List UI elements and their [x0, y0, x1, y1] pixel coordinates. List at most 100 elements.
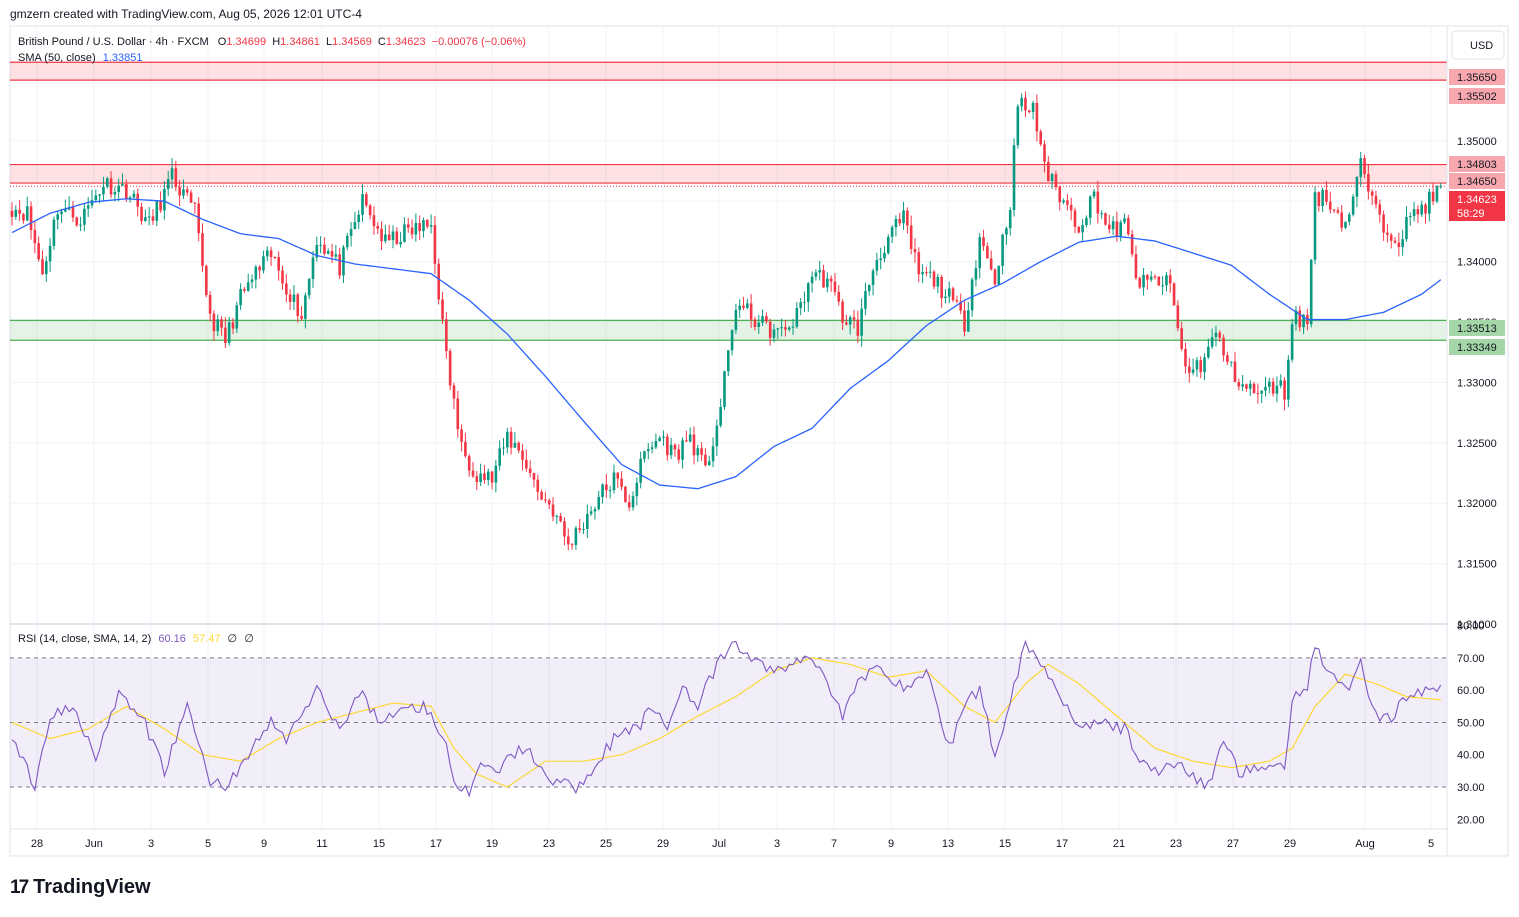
candle-body: [1264, 386, 1267, 391]
brand-name: TradingView: [33, 876, 151, 898]
candle-body: [1066, 200, 1069, 205]
time-tick-label: 19: [486, 838, 498, 850]
price-tick-label: 1.34000: [1457, 257, 1497, 269]
candle-body: [742, 305, 745, 308]
candle-body: [1115, 221, 1119, 236]
time-tick-label: 5: [1428, 838, 1434, 850]
price-label-last-bg: [1449, 191, 1505, 207]
candle-body: [1226, 355, 1229, 362]
candle-body: [1408, 215, 1412, 217]
candle-body: [448, 351, 452, 386]
candle-body: [1229, 361, 1233, 363]
candle-body: [231, 322, 235, 329]
candle-body: [506, 431, 509, 448]
time-axis[interactable]: 28 Jun 3 5 9 11 15 17 19 23 25 29 Jul 3 7 9 13 15 17 21 23 27…: [31, 838, 1434, 850]
candle-body: [498, 448, 501, 466]
candle-body: [1401, 239, 1404, 247]
candle-body: [814, 272, 818, 277]
candle-body: [18, 209, 21, 214]
rsi-legend[interactable]: RSI (14, close, SMA, 14, 2) 60.16 57.47 …: [18, 632, 254, 645]
candle-body: [132, 193, 136, 198]
rsi-band-background: [10, 657, 1447, 788]
candle-body: [879, 258, 882, 261]
close-value: 1.34623: [385, 36, 426, 48]
candle-body: [765, 316, 768, 322]
candle-body: [1054, 174, 1058, 187]
candle-body: [1050, 174, 1054, 182]
candle-body: [1142, 274, 1145, 288]
candle-body: [776, 328, 780, 330]
candle-body: [944, 296, 947, 299]
candle-body: [83, 208, 86, 225]
candle-body: [429, 225, 433, 227]
candle-body: [25, 206, 29, 221]
candle-body: [1043, 144, 1046, 162]
rsi-tick-label: 60.00: [1457, 685, 1485, 697]
candle-body: [620, 478, 623, 487]
time-tick-label: 15: [999, 838, 1011, 850]
price-tick-label: 1.31000: [1457, 619, 1497, 631]
price-label-countdown-bg: [1449, 205, 1505, 221]
rsi-band-fill: [10, 657, 1447, 788]
candle-body: [902, 210, 905, 224]
candle-body: [715, 425, 719, 447]
candle-body: [784, 327, 787, 330]
time-tick-label: 5: [205, 838, 211, 850]
candle-body: [464, 441, 467, 457]
candle-body: [989, 258, 993, 270]
candle-body: [1412, 209, 1416, 216]
candle-body: [570, 544, 574, 546]
candle-body: [1389, 234, 1393, 241]
candle-body: [1005, 228, 1008, 235]
candle-body: [338, 254, 341, 276]
candle-body: [509, 431, 513, 448]
candle-body: [456, 398, 460, 430]
candle-body: [818, 270, 822, 273]
candle-body: [799, 302, 802, 308]
candle-body: [437, 263, 441, 300]
candle-body: [1146, 274, 1149, 280]
candle-body: [1287, 359, 1290, 400]
rsi-line: [11, 639, 1442, 798]
candle-body: [265, 250, 269, 257]
candle-body: [1096, 191, 1100, 214]
candle-body: [1294, 310, 1298, 325]
candle-body: [940, 277, 943, 299]
currency-button[interactable]: USD: [1451, 30, 1505, 60]
candle-body: [235, 305, 239, 329]
candle-body: [780, 327, 783, 329]
candle-body: [372, 215, 376, 227]
candle-body: [1027, 110, 1031, 112]
candle-body: [422, 220, 425, 231]
candle-body: [44, 261, 48, 275]
price-zones: [10, 61, 1447, 341]
candle-body: [193, 202, 197, 204]
candle-body: [978, 237, 982, 269]
candle-body: [361, 194, 364, 215]
candle-body: [681, 440, 684, 460]
candle-body: [1359, 158, 1363, 177]
candle-body: [856, 319, 860, 336]
time-tick-label: 29: [1284, 838, 1296, 850]
tradingview-brand[interactable]: 17 TradingView: [10, 876, 151, 899]
candle-body: [646, 449, 650, 452]
sma-legend[interactable]: SMA (50, close) 1.33851: [18, 52, 142, 64]
candle-body: [525, 459, 528, 469]
price-label-support-bg: [1449, 339, 1505, 355]
candle-body: [841, 301, 844, 323]
candle-body: [787, 327, 791, 330]
candle-body: [833, 281, 837, 292]
rsi-axis[interactable]: 20.00 30.00 40.00 50.00 60.00 70.00 80.00: [1457, 621, 1485, 827]
candle-body: [441, 299, 444, 320]
symbol-legend[interactable]: British Pound / U.S. Dollar · 4h · FXCM …: [18, 36, 526, 48]
candle-body: [551, 504, 555, 517]
candle-body: [673, 444, 677, 450]
candle-body: [326, 251, 330, 254]
candle-body: [1393, 240, 1397, 243]
candle-body: [974, 268, 978, 280]
candle-body: [60, 211, 63, 215]
candle-body: [685, 440, 688, 442]
candle-body: [1283, 380, 1286, 400]
candle-body: [250, 279, 254, 283]
